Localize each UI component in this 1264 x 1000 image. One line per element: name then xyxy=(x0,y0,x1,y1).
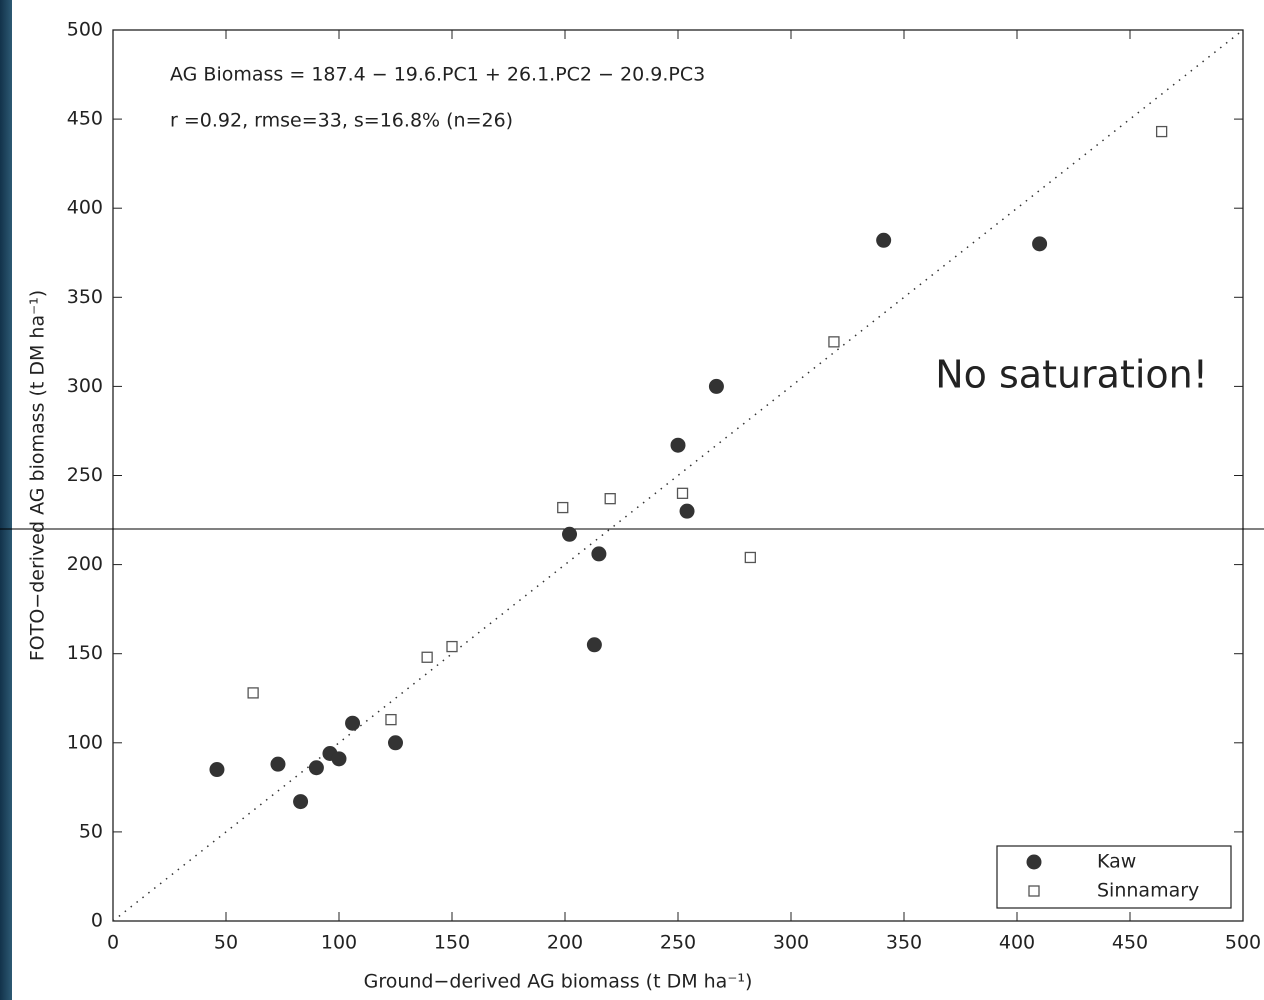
annotation: r =0.92, rmse=33, s=16.8% (n=26) xyxy=(170,110,513,132)
y-tick-label: 250 xyxy=(67,464,103,486)
data-point xyxy=(679,503,695,519)
x-tick-label: 0 xyxy=(107,932,119,954)
x-tick-label: 100 xyxy=(321,932,357,954)
y-tick-label: 450 xyxy=(67,108,103,130)
data-point xyxy=(604,493,616,505)
x-tick-label: 150 xyxy=(434,932,470,954)
y-tick-label: 400 xyxy=(67,197,103,219)
y-tick-label: 350 xyxy=(67,286,103,308)
x-tick-label: 450 xyxy=(1112,932,1148,954)
data-point xyxy=(1155,125,1168,138)
y-tick-label: 500 xyxy=(67,19,103,41)
data-point xyxy=(308,760,324,776)
y-tick-label: 0 xyxy=(91,910,103,932)
chart-panel xyxy=(12,0,1264,1000)
data-point xyxy=(586,637,602,653)
y-axis-label: FOTO−derived AG biomass (t DM ha⁻¹) xyxy=(27,290,49,661)
annotation: AG Biomass = 187.4 − 19.6.PC1 + 26.1.PC2… xyxy=(170,64,705,86)
x-axis-label: Ground−derived AG biomass (t DM ha⁻¹) xyxy=(364,971,753,993)
data-point xyxy=(591,546,607,562)
data-point xyxy=(828,336,840,348)
legend-label: Kaw xyxy=(1097,851,1136,873)
y-tick-label: 300 xyxy=(67,375,103,397)
x-tick-label: 250 xyxy=(660,932,696,954)
legend-marker xyxy=(1026,854,1042,870)
background xyxy=(0,0,12,1000)
y-tick-label: 150 xyxy=(67,642,103,664)
data-point xyxy=(562,526,578,542)
data-point xyxy=(345,715,361,731)
x-tick-label: 350 xyxy=(886,932,922,954)
data-point xyxy=(1032,236,1048,252)
data-point xyxy=(388,735,403,751)
data-point xyxy=(676,487,689,499)
data-point xyxy=(557,501,569,514)
data-point xyxy=(876,232,892,248)
legend-marker xyxy=(1028,885,1040,897)
y-tick-label: 100 xyxy=(67,731,103,753)
data-point xyxy=(708,378,724,394)
data-point xyxy=(209,762,225,778)
legend-label: Sinnamary xyxy=(1097,880,1199,902)
data-point xyxy=(670,437,686,453)
x-tick-label: 500 xyxy=(1225,932,1261,954)
x-tick-label: 400 xyxy=(999,932,1035,954)
data-point xyxy=(270,756,286,772)
annotation: No saturation! xyxy=(935,353,1208,397)
data-point xyxy=(744,551,756,564)
data-point xyxy=(385,713,397,726)
y-tick-label: 50 xyxy=(79,820,103,842)
data-point xyxy=(247,687,259,699)
x-tick-label: 200 xyxy=(547,932,583,954)
x-tick-label: 50 xyxy=(214,932,238,954)
data-point xyxy=(446,640,458,653)
data-point xyxy=(421,651,433,663)
data-point xyxy=(293,794,309,810)
data-point xyxy=(331,751,347,767)
x-tick-label: 300 xyxy=(773,932,809,954)
y-tick-label: 200 xyxy=(67,553,103,575)
